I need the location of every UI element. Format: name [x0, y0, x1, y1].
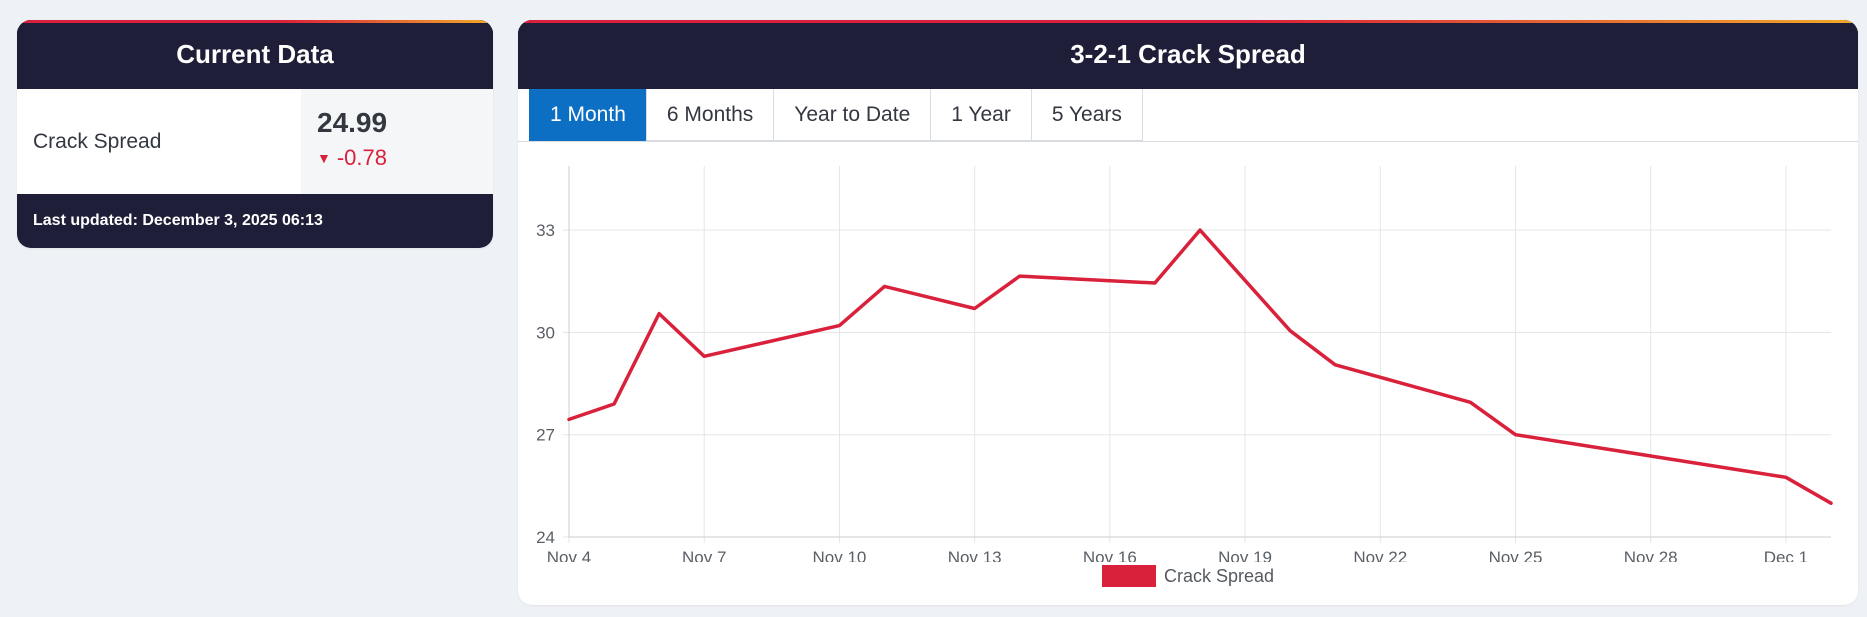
tab-5-years[interactable]: 5 Years: [1030, 89, 1143, 141]
chart-panel: 3-2-1 Crack Spread 1 Month 6 Months Year…: [518, 20, 1858, 605]
range-tabs: 1 Month 6 Months Year to Date 1 Year 5 Y…: [529, 89, 1858, 141]
x-tick-label: Nov 22: [1353, 548, 1407, 562]
down-arrow-icon: ▼: [317, 150, 331, 166]
x-tick-label: Nov 7: [682, 548, 726, 562]
x-tick-label: Nov 25: [1489, 548, 1543, 562]
legend-swatch: [1101, 565, 1156, 587]
current-data-title: Current Data: [17, 20, 493, 89]
last-updated: Last updated: December 3, 2025 06:13: [33, 212, 323, 229]
crack-spread-label: Crack Spread: [33, 129, 162, 153]
tab-1-year[interactable]: 1 Year: [930, 89, 1032, 141]
crack-spread-row: Crack Spread 24.99 ▼ -0.78: [17, 89, 493, 194]
x-tick-label: Dec 1: [1764, 548, 1808, 562]
tab-6-months[interactable]: 6 Months: [645, 89, 775, 141]
current-data-panel: Current Data Crack Spread 24.99 ▼ -0.78 L…: [17, 20, 493, 248]
x-tick-label: Nov 13: [948, 548, 1002, 562]
crack-spread-value: 24.99: [317, 107, 388, 138]
x-tick-label: Nov 19: [1218, 548, 1272, 562]
crack-spread-change: ▼ -0.78: [317, 145, 493, 171]
crack-spread-value-cell: 24.99 ▼ -0.78: [301, 89, 493, 194]
y-tick-label: 27: [536, 426, 555, 445]
accent-bar: [17, 20, 493, 23]
x-tick-label: Nov 10: [812, 548, 866, 562]
accent-bar: [518, 20, 1858, 23]
legend-label: Crack Spread: [1163, 565, 1275, 586]
x-tick-label: Nov 16: [1083, 548, 1137, 562]
change-value: -0.78: [336, 145, 388, 170]
chart-title: 3-2-1 Crack Spread: [518, 20, 1858, 89]
tab-1-month[interactable]: 1 Month: [529, 89, 647, 141]
y-tick-label: 24: [536, 528, 555, 547]
series-line-crack-spread: [567, 228, 1833, 505]
y-tick-label: 30: [536, 323, 555, 342]
chart-legend[interactable]: Crack Spread: [518, 565, 1858, 587]
tabs-divider: [518, 141, 1858, 142]
x-tick-label: Nov 4: [547, 548, 591, 562]
tab-year-to-date[interactable]: Year to Date: [773, 89, 932, 141]
x-tick-label: Nov 28: [1624, 548, 1678, 562]
y-tick-label: 33: [536, 221, 555, 240]
line-chart: Nov 4 Nov 7 Nov 10 Nov 13 Nov 16 Nov 19 Nov 22…: [536, 166, 1833, 562]
